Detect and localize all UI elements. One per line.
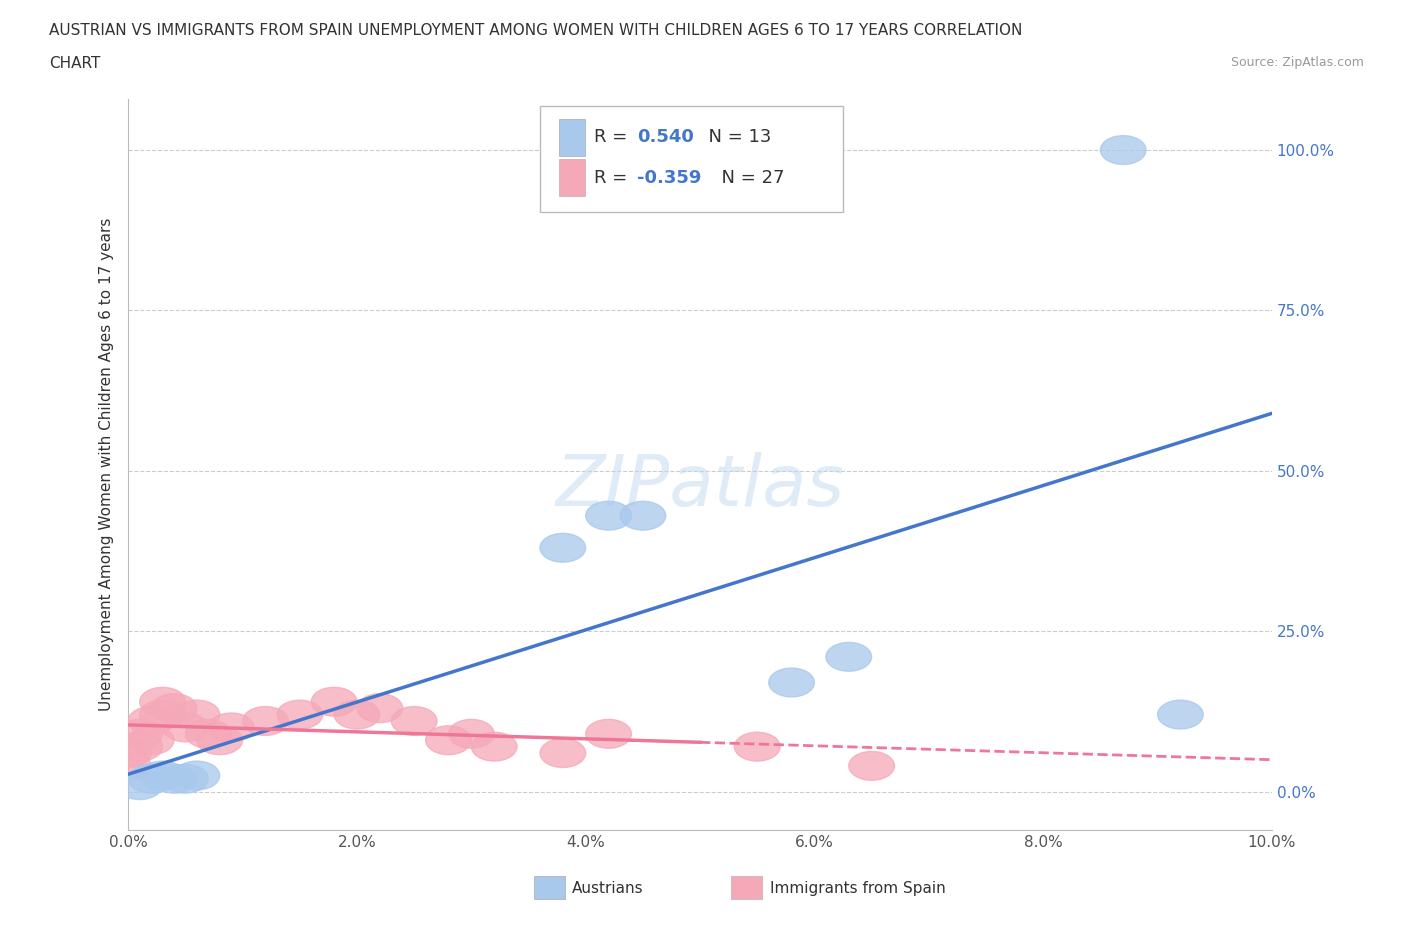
Bar (560, 119, 585, 155)
Text: 0.540: 0.540 (637, 128, 695, 146)
Ellipse shape (186, 720, 231, 749)
Ellipse shape (426, 725, 471, 754)
Text: Immigrants from Spain: Immigrants from Spain (770, 881, 946, 896)
Text: Source: ZipAtlas.com: Source: ZipAtlas.com (1230, 56, 1364, 69)
Ellipse shape (150, 764, 197, 793)
Ellipse shape (586, 501, 631, 530)
Ellipse shape (208, 713, 254, 742)
Ellipse shape (1157, 700, 1204, 729)
Ellipse shape (586, 720, 631, 749)
Ellipse shape (117, 732, 163, 761)
Text: R =: R = (593, 168, 633, 187)
Ellipse shape (128, 725, 174, 754)
Ellipse shape (825, 643, 872, 671)
Text: N = 27: N = 27 (710, 168, 785, 187)
Ellipse shape (163, 713, 208, 742)
Ellipse shape (174, 700, 219, 729)
Ellipse shape (139, 687, 186, 716)
Ellipse shape (174, 761, 219, 790)
Bar (560, 159, 585, 196)
Ellipse shape (277, 700, 322, 729)
Text: Austrians: Austrians (572, 881, 644, 896)
Ellipse shape (117, 720, 163, 749)
Ellipse shape (117, 771, 163, 800)
Ellipse shape (139, 700, 186, 729)
Ellipse shape (311, 687, 357, 716)
Ellipse shape (163, 764, 208, 793)
Text: CHART: CHART (49, 56, 101, 71)
Ellipse shape (357, 694, 402, 723)
Ellipse shape (139, 761, 186, 790)
Y-axis label: Unemployment Among Women with Children Ages 6 to 17 years: Unemployment Among Women with Children A… (100, 218, 114, 711)
Ellipse shape (540, 533, 586, 563)
Text: AUSTRIAN VS IMMIGRANTS FROM SPAIN UNEMPLOYMENT AMONG WOMEN WITH CHILDREN AGES 6 : AUSTRIAN VS IMMIGRANTS FROM SPAIN UNEMPL… (49, 23, 1022, 38)
Ellipse shape (105, 751, 150, 780)
Ellipse shape (620, 501, 666, 530)
FancyBboxPatch shape (540, 106, 844, 212)
Ellipse shape (734, 732, 780, 761)
Ellipse shape (471, 732, 517, 761)
Ellipse shape (150, 694, 197, 723)
Ellipse shape (540, 738, 586, 767)
Ellipse shape (849, 751, 894, 780)
Text: -0.359: -0.359 (637, 168, 702, 187)
Ellipse shape (128, 707, 174, 736)
Ellipse shape (243, 707, 288, 736)
Text: R =: R = (593, 128, 633, 146)
Ellipse shape (128, 764, 174, 793)
Ellipse shape (769, 668, 814, 697)
Ellipse shape (391, 707, 437, 736)
Ellipse shape (197, 725, 243, 754)
Ellipse shape (1101, 136, 1146, 165)
Text: ZIPatlas: ZIPatlas (555, 452, 845, 521)
Ellipse shape (105, 738, 150, 767)
Text: N = 13: N = 13 (696, 128, 770, 146)
Ellipse shape (335, 700, 380, 729)
Ellipse shape (449, 720, 495, 749)
